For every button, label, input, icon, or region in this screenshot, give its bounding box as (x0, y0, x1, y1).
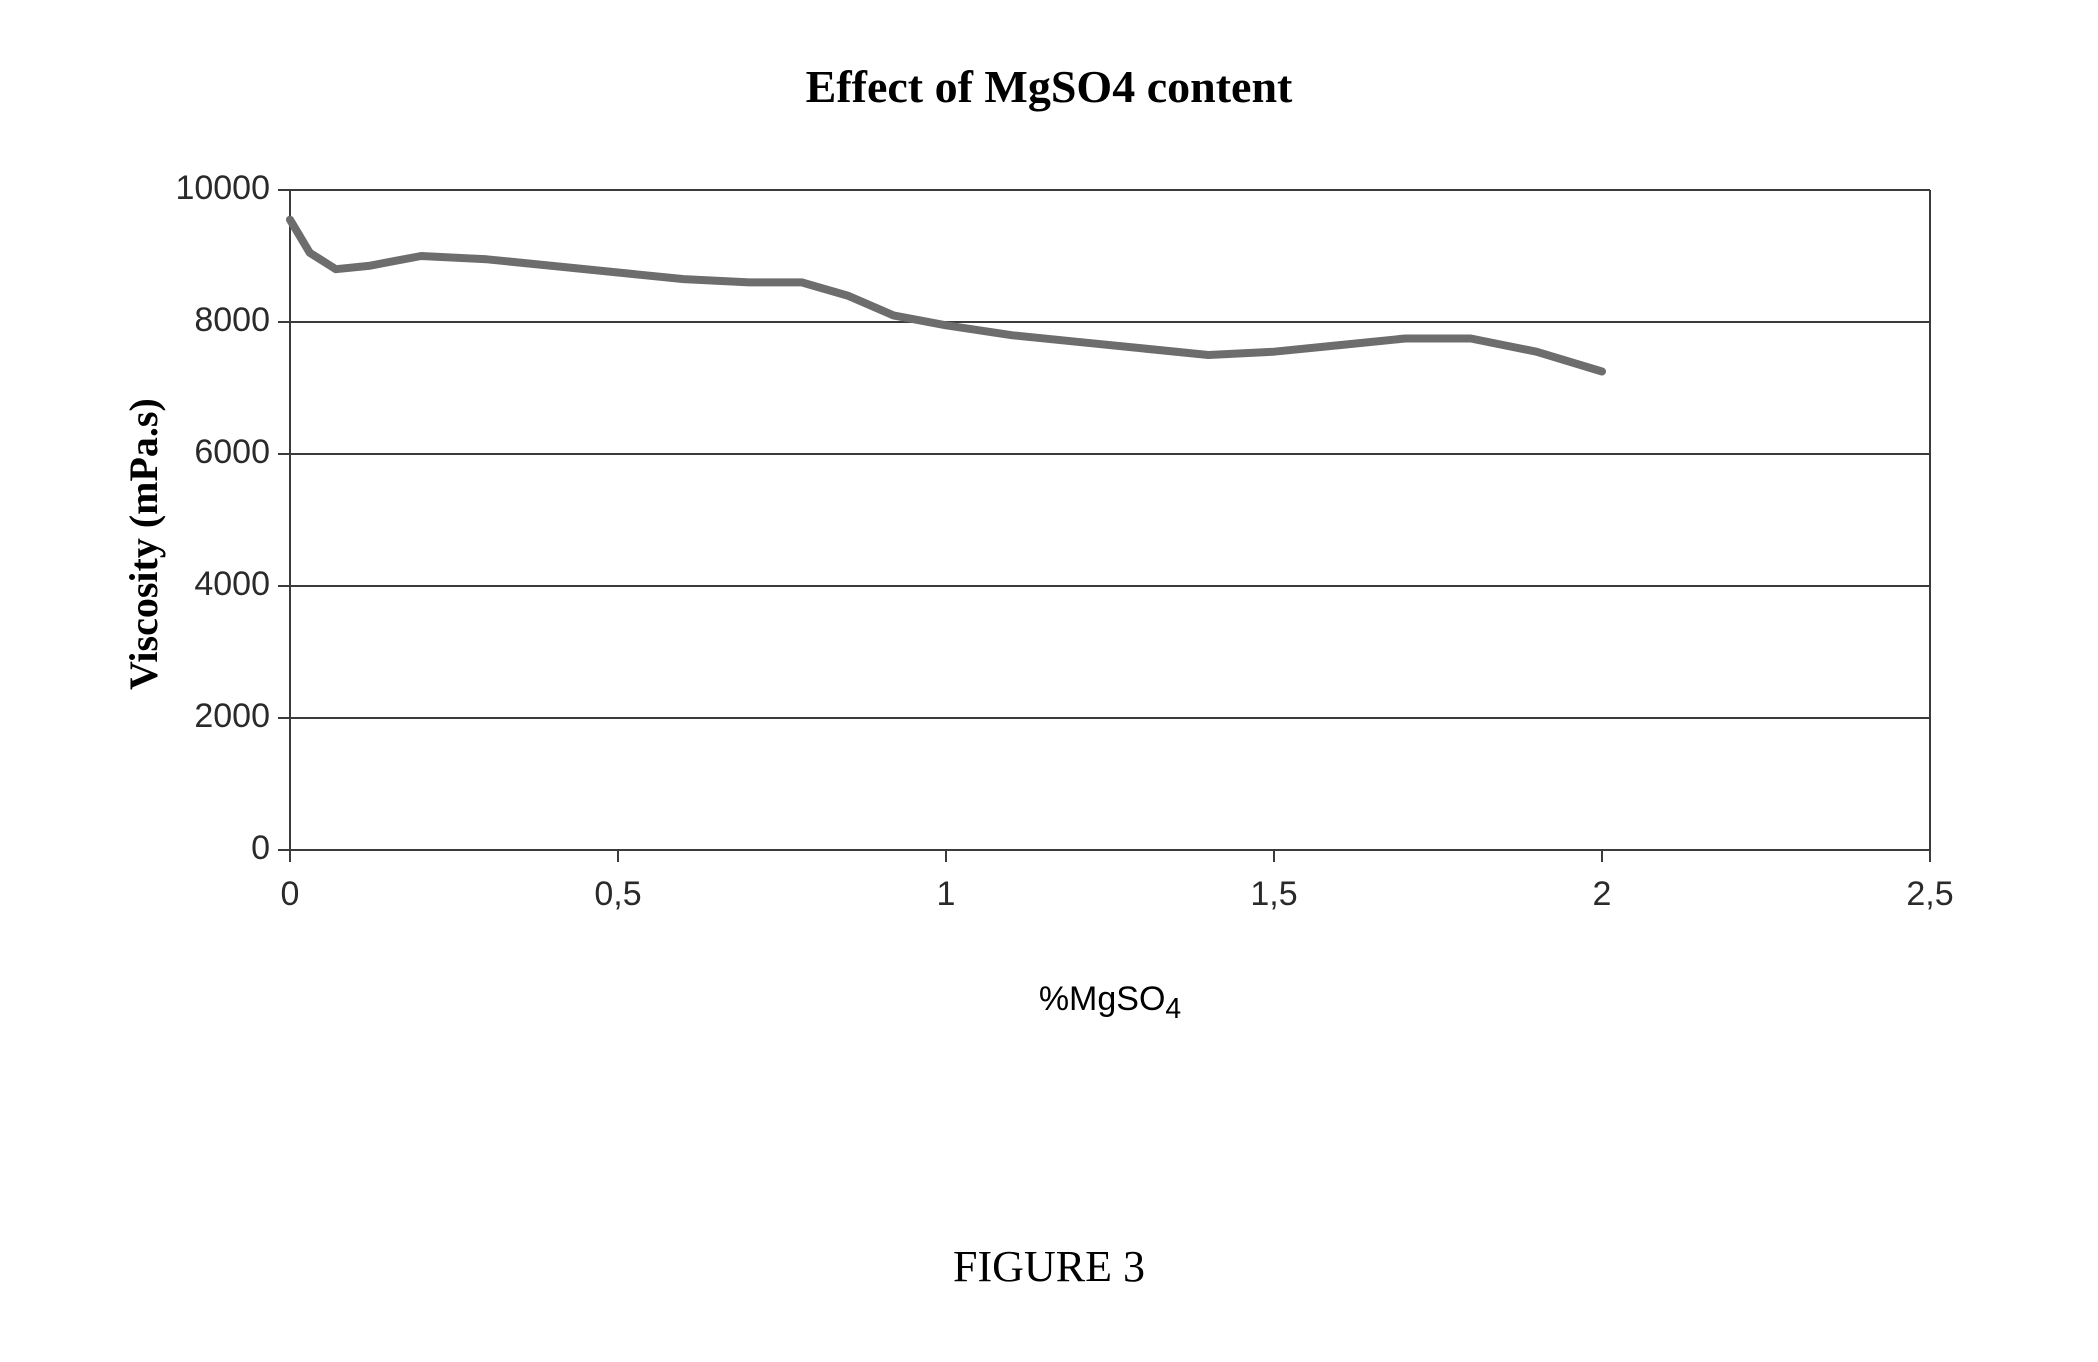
x-axis-title-text: %MgSO (1039, 980, 1166, 1018)
y-tick-label: 2000 (194, 697, 270, 736)
ticks-group (278, 190, 1930, 862)
line-chart (270, 170, 1950, 870)
x-tick-label: 2 (1562, 875, 1642, 914)
page: Effect of MgSO4 content Viscosity (mPa.s… (0, 0, 2098, 1362)
y-tick-label: 4000 (194, 565, 270, 604)
y-tick-label: 8000 (194, 301, 270, 340)
x-tick-label: 0 (250, 875, 330, 914)
chart-title: Effect of MgSO4 content (0, 60, 2098, 113)
x-axis-title-sub: 4 (1165, 993, 1181, 1025)
series-line-viscosity (290, 220, 1602, 372)
x-axis-title: %MgSO4 (290, 980, 1930, 1026)
y-axis-title: Viscosity (mPa.s) (120, 398, 167, 690)
gridlines-group (290, 190, 1930, 850)
y-tick-label: 10000 (175, 169, 270, 208)
x-tick-label: 1,5 (1234, 875, 1314, 914)
series-group (290, 220, 1602, 372)
axes-group (290, 190, 1930, 850)
y-tick-label: 0 (251, 829, 270, 868)
x-tick-label: 1 (906, 875, 986, 914)
x-tick-label: 0,5 (578, 875, 658, 914)
figure-caption: FIGURE 3 (0, 1241, 2098, 1292)
x-tick-label: 2,5 (1890, 875, 1970, 914)
y-tick-label: 6000 (194, 433, 270, 472)
